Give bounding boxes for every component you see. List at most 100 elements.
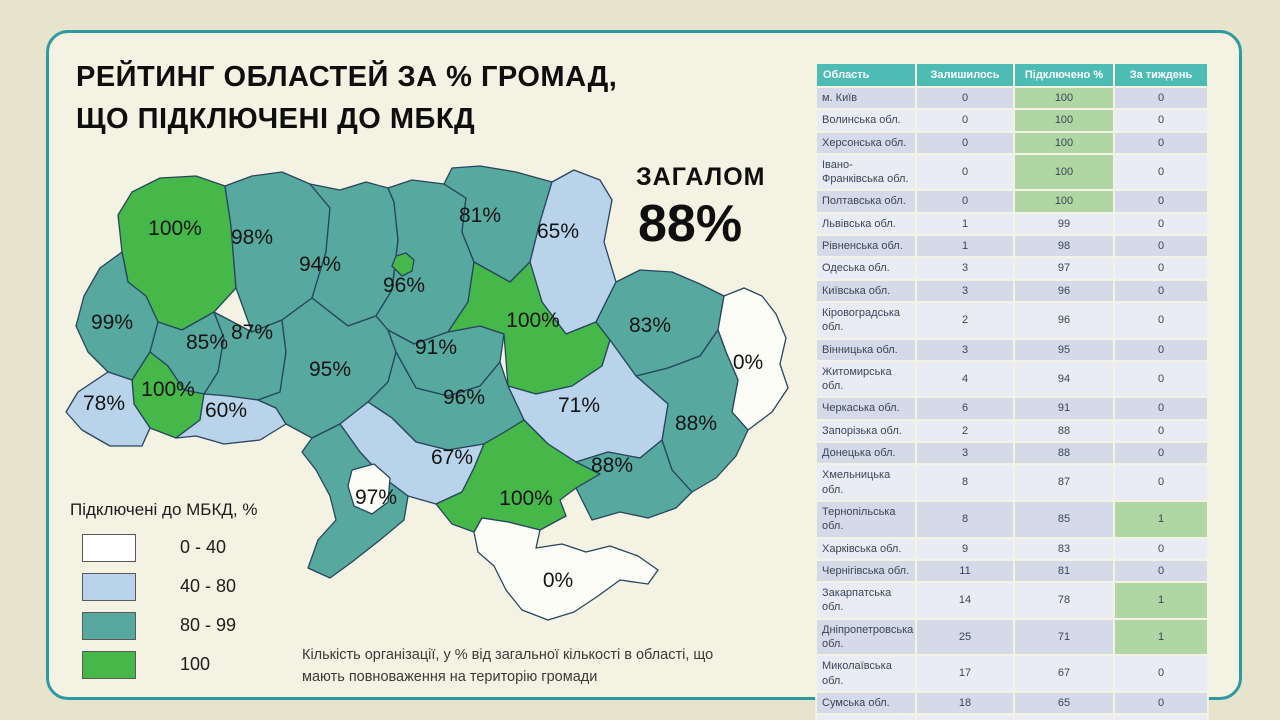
map-label-chernivtsi: 60% [205, 399, 247, 422]
week-cell: 0 [1113, 85, 1209, 111]
map-legend: Підключені до МБКД, % 0 - 40 40 - 80 80 … [70, 500, 300, 690]
oblast-cell: Харківська обл. [815, 536, 917, 561]
table-row: Івано-Франківська обл. 0 100 0 [815, 152, 1209, 192]
connected-cell: 99 [1013, 211, 1115, 237]
table-row: Харківська обл. 9 83 0 [815, 536, 1209, 561]
map-label-ivano-frankivsk: 100% [141, 378, 195, 401]
week-cell: 0 [1113, 441, 1209, 466]
table-row: Львівська обл. 1 99 0 [815, 211, 1209, 237]
map-label-zaporizhzhia: 88% [591, 454, 633, 477]
total-label: ЗАГАЛОМ [636, 163, 766, 191]
week-cell: 0 [1113, 463, 1209, 502]
table-row: м. Київ 0 100 0 [815, 85, 1209, 111]
connected-cell: 96 [1013, 300, 1115, 340]
oblast-cell: Закарпатська обл. [815, 581, 917, 620]
oblast-cell: Чернігівська обл. [815, 558, 917, 584]
week-cell: 0 [1113, 337, 1209, 362]
map-label-crimea: 0% [543, 569, 573, 592]
legend-swatch-white [82, 533, 136, 562]
table-row: Сумська обл. 18 65 0 [815, 690, 1209, 716]
remaining-cell: 18 [915, 690, 1015, 716]
map-label-lviv: 99% [91, 311, 133, 334]
connected-cell: 67 [1013, 654, 1115, 693]
map-label-kirovohrad: 96% [443, 386, 485, 409]
table-row: Київська обл. 3 96 0 [815, 278, 1209, 303]
connected-cell: 85 [1013, 499, 1115, 539]
map-label-luhansk: 0% [733, 351, 763, 374]
remaining-cell: 21 [915, 713, 1015, 720]
map-label-kherson: 100% [499, 487, 553, 510]
connected-cell: 78 [1013, 581, 1115, 620]
header-connected: Підключено % [1013, 62, 1115, 88]
remaining-cell: 0 [915, 152, 1015, 192]
moldova-enclave [347, 463, 391, 515]
week-cell: 0 [1113, 418, 1209, 444]
region-crimea [473, 517, 659, 621]
oblast-cell: Київська обл. [815, 278, 917, 303]
connected-cell: 95 [1013, 337, 1115, 362]
oblast-cell: Херсонська обл. [815, 130, 917, 155]
table-row: Вінницька обл. 3 95 0 [815, 337, 1209, 362]
week-cell: 0 [1113, 234, 1209, 259]
remaining-cell: 0 [915, 130, 1015, 155]
connected-cell: 88 [1013, 441, 1115, 466]
map-label-khmelnytskyi: 87% [231, 321, 273, 344]
week-cell: 0 [1113, 690, 1209, 716]
oblast-cell: Запорізька обл. [815, 418, 917, 444]
oblast-cell: Тернопільська обл. [815, 499, 917, 539]
table-row: Полтавська обл. 0 100 0 [815, 189, 1209, 214]
oblast-cell: Полтавська обл. [815, 189, 917, 214]
week-cell: 0 [1113, 396, 1209, 421]
remaining-cell: 14 [915, 581, 1015, 620]
connected-cell: 87 [1013, 463, 1115, 502]
map-label-zhytomyr: 94% [299, 253, 341, 276]
remaining-cell: 3 [915, 256, 1015, 281]
remaining-cell: 4 [915, 359, 1015, 399]
connected-cell: 88 [1013, 418, 1115, 444]
region-zaporizhzhia [575, 439, 693, 521]
remaining-cell: 9 [915, 536, 1015, 561]
legend-item-100: 100 [70, 650, 300, 679]
table-row: Тернопільська обл. 8 85 1 [815, 499, 1209, 539]
table-row: Чернівецька обл.21600 [815, 713, 1209, 720]
legend-label: 100 [180, 654, 211, 674]
table-row: Волинська обл. 0 100 0 [815, 108, 1209, 133]
legend-swatch-green [82, 650, 136, 679]
remaining-cell: 3 [915, 278, 1015, 303]
legend-swatch-light-blue [82, 572, 136, 601]
week-cell: 0 [1113, 654, 1209, 693]
map-label-vinnytsia: 95% [309, 358, 351, 381]
oblast-cell: Житомирська обл. [815, 359, 917, 399]
page-title-line2: ЩО ПІДКЛЮЧЕНІ ДО МБКД [76, 103, 476, 136]
rating-table: Область Залишилось Підключено % За тижде… [815, 62, 1209, 720]
map-label-ternopil: 85% [186, 331, 228, 354]
ukraine-choropleth-map: 100% 98% 94% 96% 81% 65% 99% 85% 87% 100… [65, 165, 789, 621]
table-header-row: Область Залишилось Підключено % За тижде… [815, 62, 1209, 88]
map-label-kharkiv: 83% [629, 314, 671, 337]
oblast-cell: Вінницька обл. [815, 337, 917, 362]
week-cell: 1 [1113, 499, 1209, 539]
legend-swatch-teal [82, 611, 136, 640]
table-row: Житомирська обл. 4 94 0 [815, 359, 1209, 399]
table-row: Донецька обл. 3 88 0 [815, 441, 1209, 466]
remaining-cell: 25 [915, 617, 1015, 657]
remaining-cell: 0 [915, 85, 1015, 111]
region-zakarpattia [65, 371, 151, 447]
table-row: Черкаська обл. 6 91 0 [815, 396, 1209, 421]
legend-item-40-80: 40 - 80 [70, 572, 300, 601]
table-row: Миколаївська обл. 17 67 0 [815, 654, 1209, 693]
region-chernivtsi [175, 393, 287, 445]
oblast-cell: Івано-Франківська обл. [815, 152, 917, 192]
oblast-cell: Кіровоградська обл. [815, 300, 917, 340]
week-cell: 1 [1113, 617, 1209, 657]
connected-cell: 94 [1013, 359, 1115, 399]
remaining-cell: 0 [915, 108, 1015, 133]
oblast-cell: Чернівецька обл. [815, 713, 917, 720]
oblast-cell: Черкаська обл. [815, 396, 917, 421]
connected-cell: 96 [1013, 278, 1115, 303]
header-week: За тиждень [1113, 62, 1209, 88]
week-cell: 0 [1113, 189, 1209, 214]
week-cell: 0 [1113, 278, 1209, 303]
table-row: Одеська обл. 3 97 0 [815, 256, 1209, 281]
map-label-kyiv-oblast: 96% [383, 274, 425, 297]
